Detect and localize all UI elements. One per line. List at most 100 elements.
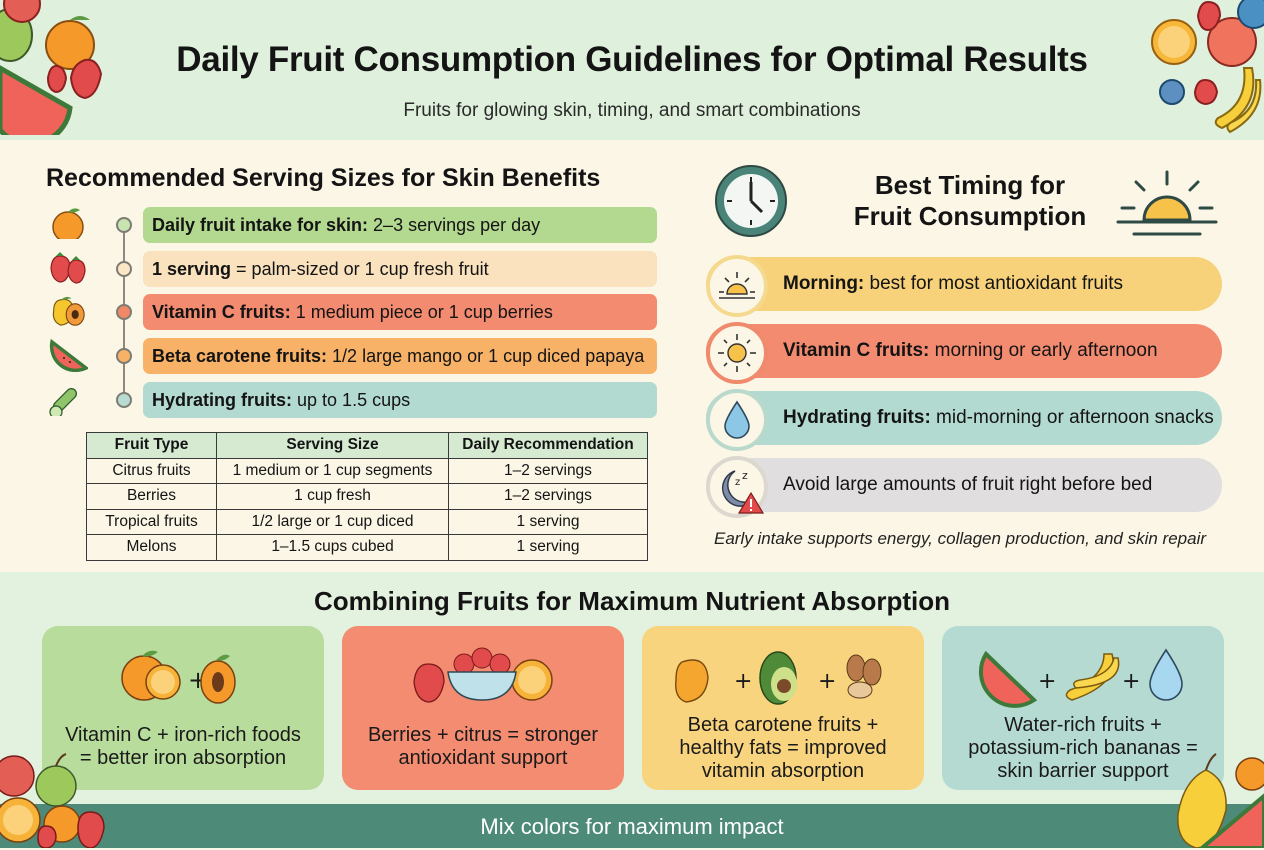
- sunrise-icon: [1116, 170, 1218, 236]
- table-cell: 1–2 servings: [448, 457, 648, 484]
- column-header: Serving Size: [216, 432, 449, 459]
- svg-text:+: +: [1038, 669, 1056, 694]
- footer-banner: Mix colors for maximum impact: [0, 804, 1264, 848]
- timing-item-hydrating: Hydrating fruits: mid-morning or afterno…: [706, 389, 1222, 451]
- combo-card-line: antioxidant support: [398, 747, 568, 769]
- timing-heading-line1: Best Timing for: [874, 170, 1066, 200]
- table-cell: 1 medium or 1 cup segments: [216, 457, 449, 484]
- table-header-row: Fruit Type Serving Size Daily Recommenda…: [86, 432, 648, 459]
- serving-item-label: Daily fruit intake for skin:: [152, 215, 369, 235]
- serving-item-label: Beta carotene fruits:: [152, 346, 328, 366]
- fruit-cluster-top-right-icon: [1151, 0, 1264, 134]
- serving-item-daily-intake: Daily fruit intake for skin: 2–3 serving…: [143, 207, 657, 243]
- column-header: Daily Recommendation: [448, 432, 648, 459]
- svg-text:+: +: [1122, 669, 1140, 694]
- serving-item-hydrating: Hydrating fruits: up to 1.5 cups: [143, 382, 657, 418]
- serving-item-label: Hydrating fruits:: [152, 390, 293, 410]
- timing-heading: Best Timing for Fruit Consumption: [810, 170, 1130, 232]
- table-cell: Melons: [86, 534, 217, 561]
- clock-icon: [715, 165, 787, 237]
- combo-card-vitamin-c-iron: + Vitamin C + iron-rich foods = better i…: [42, 626, 324, 790]
- orange-icon: [52, 208, 84, 239]
- sunrise-small-icon: [706, 255, 768, 317]
- timeline-dot: [116, 348, 132, 364]
- timing-item-vitamin-c: Vitamin C fruits: morning or early after…: [706, 322, 1222, 384]
- svg-text:z: z: [735, 477, 740, 488]
- table-cell: 1 cup fresh: [216, 483, 449, 510]
- combo-card-text: Water-rich fruits + potassium-rich banan…: [942, 714, 1224, 783]
- timeline-dot: [116, 217, 132, 233]
- timing-item-morning: Morning: best for most antioxidant fruit…: [706, 255, 1222, 317]
- timing-item-label: Morning:: [783, 273, 865, 294]
- timing-item-value: Avoid large amounts of fruit right befor…: [783, 474, 1153, 495]
- serving-item-one-serving: 1 serving = palm-sized or 1 cup fresh fr…: [143, 251, 657, 287]
- fruit-cluster-top-left-icon: [0, 0, 103, 135]
- combo-card-beta-carotene-fats: + + Beta carotene fruits + healthy fats …: [642, 626, 924, 790]
- table-cell: 1–1.5 cups cubed: [216, 534, 449, 561]
- combo-card-line: Beta carotene fruits +: [687, 714, 879, 736]
- serving-item-beta-carotene: Beta carotene fruits: 1/2 large mango or…: [143, 338, 657, 374]
- combo-card-line: healthy fats = improved: [679, 737, 887, 759]
- fruit-cluster-bottom-right-icon: [1177, 753, 1264, 848]
- serving-sizes-heading: Recommended Serving Sizes for Skin Benef…: [46, 164, 601, 192]
- timing-heading-line2: Fruit Consumption: [853, 201, 1087, 231]
- serving-item-vitamin-c: Vitamin C fruits: 1 medium piece or 1 cu…: [143, 294, 657, 330]
- table-cell: Tropical fruits: [86, 508, 217, 535]
- svg-text:+: +: [818, 669, 836, 694]
- table-cell: 1/2 large or 1 cup diced: [216, 508, 449, 535]
- timing-item-value: best for most antioxidant fruits: [864, 273, 1123, 294]
- table-row: Melons 1–1.5 cups cubed 1 serving: [86, 534, 648, 561]
- combo-card-line: potassium-rich bananas =: [968, 737, 1198, 759]
- serving-item-label: 1 serving: [152, 259, 232, 279]
- table-row: Berries 1 cup fresh 1–2 servings: [86, 483, 648, 510]
- table-cell: Berries: [86, 483, 217, 510]
- timing-item-label: Vitamin C fruits:: [783, 340, 930, 361]
- serving-item-value: = palm-sized or 1 cup fresh fruit: [231, 259, 489, 279]
- header-banner: [0, 0, 1264, 140]
- timeline-dot: [116, 304, 132, 320]
- combo-card-line: Berries + citrus = stronger: [367, 724, 599, 746]
- serving-item-value: 2–3 servings per day: [368, 215, 541, 235]
- page-subtitle: Fruits for glowing skin, timing, and sma…: [403, 100, 861, 121]
- combo-card-line: skin barrier support: [997, 760, 1169, 782]
- mango-papaya-icon: [52, 296, 85, 326]
- table-cell: 1 serving: [448, 534, 648, 561]
- combo-card-line: vitamin absorption: [701, 760, 865, 782]
- watermelon-icon: [49, 338, 88, 372]
- berries-bowl-citrus-icon: [413, 647, 553, 703]
- table-cell: 1 serving: [448, 508, 648, 535]
- combo-card-text: Berries + citrus = stronger antioxidant …: [342, 724, 624, 770]
- page-title: Daily Fruit Consumption Guidelines for O…: [176, 40, 1088, 79]
- cucumber-icon: [49, 387, 78, 416]
- sun-icon: [706, 322, 768, 384]
- timeline-dot: [116, 261, 132, 277]
- footer-text: Mix colors for maximum impact: [480, 814, 784, 839]
- orange-plus-apricot-icon: +: [121, 650, 236, 704]
- svg-text:+: +: [734, 669, 752, 694]
- serving-item-value: 1 medium piece or 1 cup berries: [290, 302, 553, 322]
- combo-card-text: Beta carotene fruits + healthy fats = im…: [642, 714, 924, 783]
- timing-note: Early intake supports energy, collagen p…: [714, 529, 1207, 548]
- combo-card-line: Vitamin C + iron-rich foods: [65, 724, 301, 746]
- combo-card-line: = better iron absorption: [79, 747, 287, 769]
- serving-item-value: up to 1.5 cups: [292, 390, 411, 410]
- table-cell: Citrus fruits: [86, 457, 217, 484]
- combo-card-line: Water-rich fruits +: [1004, 714, 1162, 736]
- mango-avocado-nuts-icon: + +: [675, 651, 882, 705]
- fruit-cluster-bottom-left-icon: [0, 753, 105, 848]
- table-cell: 1–2 servings: [448, 483, 648, 510]
- watermelon-banana-water-icon: + +: [978, 648, 1183, 708]
- serving-item-value: 1/2 large mango or 1 cup diced papaya: [327, 346, 645, 366]
- table-row: Tropical fruits 1/2 large or 1 cup diced…: [86, 508, 648, 535]
- timeline-dot: [116, 392, 132, 408]
- timing-item-value: mid-morning or afternoon snacks: [930, 407, 1214, 428]
- column-header: Fruit Type: [86, 432, 217, 459]
- combo-card-berries-citrus: Berries + citrus = stronger antioxidant …: [342, 626, 624, 790]
- timing-item-value: morning or early afternoon: [929, 340, 1158, 361]
- table-row: Citrus fruits 1 medium or 1 cup segments…: [86, 457, 648, 484]
- svg-text:z: z: [742, 469, 748, 482]
- strawberries-icon: [50, 252, 86, 284]
- combo-card-water-potassium: + + Water-rich fruits + potassium-rich b…: [942, 626, 1224, 790]
